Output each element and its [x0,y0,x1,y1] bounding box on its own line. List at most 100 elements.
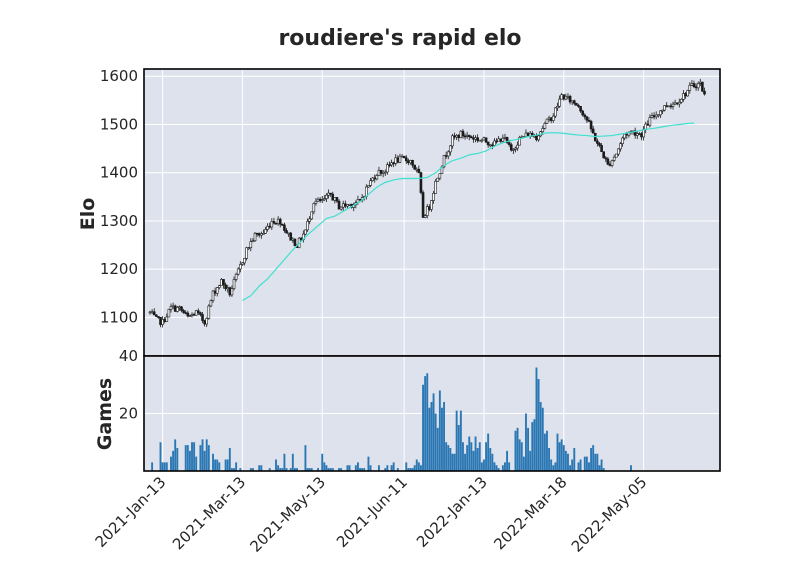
candle-body [199,312,202,315]
games-bar [230,468,233,471]
candle-body [348,203,351,206]
candle-body [239,264,242,270]
candle-body [463,135,467,138]
games-bar [556,433,559,471]
games-bar [548,448,551,471]
candle-body [270,221,274,228]
candle-body [203,320,206,325]
candle-body [444,155,448,157]
candle-body [449,145,452,153]
games-bar [258,465,261,471]
candle-body [446,151,450,157]
games-bar [151,462,154,471]
games-bar [268,468,271,471]
games-bar [426,373,429,471]
candle-body [371,177,374,181]
candle-body [669,105,673,108]
games-bar [432,393,435,471]
games-bar [377,465,380,471]
games-bar [424,376,427,471]
games-bar [470,442,473,471]
candle-body [262,233,265,235]
candle-body [638,133,641,135]
candle-body [400,155,404,158]
candle-body [379,169,383,174]
games-bar [346,465,349,471]
games-bar [474,436,477,471]
candle-body [320,199,324,202]
candle-body [652,115,656,118]
candle-body [148,311,152,314]
games-bar [430,402,433,471]
candle-body [383,171,387,174]
candle-body [308,218,311,222]
games-bar [163,462,166,471]
games-bar [417,462,420,471]
candle-body [625,133,629,136]
candle-body [247,247,251,250]
candle-body [213,290,217,294]
candle-body [316,198,320,202]
candle-body [230,288,234,296]
candle-body [173,305,177,312]
games-bar [562,445,565,471]
games-bar [598,465,601,471]
games-bar [310,468,313,471]
games-bar [279,468,282,471]
candle-body [232,279,236,289]
games-bar [216,459,219,471]
candle-body [310,211,314,220]
games-bar [564,450,567,471]
games-bar [306,468,309,471]
candle-body [516,144,519,149]
games-bar [602,468,605,471]
games-bar [367,456,370,471]
candle-body [274,222,278,225]
games-bar [159,442,162,471]
candle-body [524,132,528,137]
games-bar [249,468,252,471]
volume-tick-label: 20 [119,405,138,423]
games-bar [539,402,542,471]
candle-body [581,110,584,116]
games-bar [588,462,590,471]
candle-body [438,173,442,179]
candle-body [215,287,219,294]
games-bar [285,468,288,471]
games-bar [571,459,574,471]
games-bar [172,450,175,471]
candle-body [549,117,553,121]
candle-body [184,312,188,314]
games-bar [533,419,536,471]
games-bar [184,445,187,471]
candle-body [421,192,425,218]
candle-body [675,102,679,105]
candle-body [610,160,614,166]
games-bar [497,468,500,471]
candle-body [570,100,574,103]
games-bar [546,430,548,471]
candle-body [236,268,240,275]
games-bar [289,468,292,471]
candle-body [579,106,582,112]
candle-body [598,143,601,146]
games-bar [384,468,387,471]
games-bar [428,407,431,471]
candle-body [566,95,570,98]
candle-body [686,90,689,97]
candle-body [461,130,465,137]
games-bar [165,462,168,471]
candle-body [535,135,538,141]
games-bar [304,445,307,471]
games-bar [468,436,471,471]
games-bar [405,462,408,471]
games-bar [329,468,332,471]
games-bar [476,448,479,471]
candle-body [482,137,486,141]
candle-body [661,109,664,112]
candle-body [415,168,419,171]
candle-body [619,143,622,150]
candle-body [551,115,555,121]
